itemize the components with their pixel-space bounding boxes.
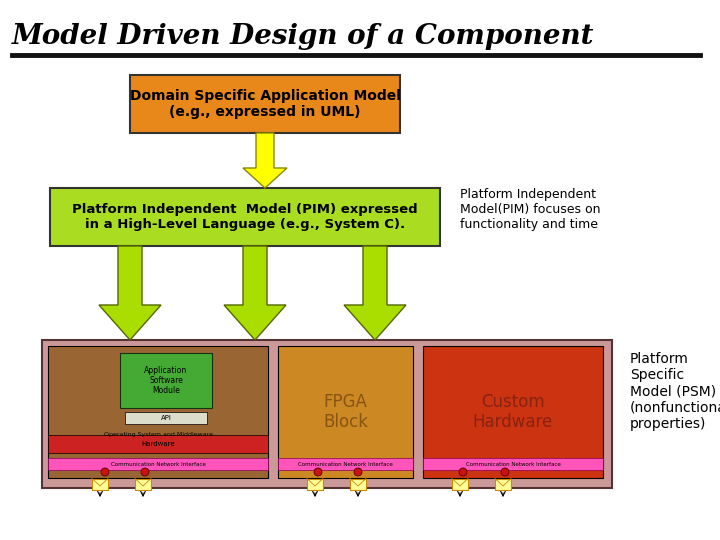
FancyArrow shape	[99, 246, 161, 340]
FancyBboxPatch shape	[48, 435, 268, 453]
Circle shape	[101, 468, 109, 476]
FancyBboxPatch shape	[125, 412, 207, 424]
Text: Platform Independent  Model (PIM) expressed
in a High-Level Language (e.g., Syst: Platform Independent Model (PIM) express…	[72, 203, 418, 231]
FancyBboxPatch shape	[48, 458, 268, 470]
FancyBboxPatch shape	[278, 346, 413, 478]
FancyBboxPatch shape	[42, 340, 612, 488]
Text: Platform
Specific
Model (PSM)
(nonfunctional
properties): Platform Specific Model (PSM) (nonfuncti…	[630, 352, 720, 431]
Circle shape	[501, 468, 509, 476]
Circle shape	[354, 468, 362, 476]
Text: Communication Network Interface: Communication Network Interface	[111, 462, 205, 467]
FancyArrow shape	[224, 246, 286, 340]
FancyBboxPatch shape	[423, 458, 603, 470]
Text: Hardware: Hardware	[141, 441, 175, 447]
FancyBboxPatch shape	[307, 478, 323, 489]
FancyBboxPatch shape	[452, 478, 468, 489]
FancyBboxPatch shape	[350, 478, 366, 489]
FancyBboxPatch shape	[48, 346, 268, 478]
FancyBboxPatch shape	[135, 478, 151, 489]
Text: API: API	[161, 415, 171, 421]
Text: Communication Network Interface: Communication Network Interface	[298, 462, 393, 467]
Text: FPGA
Block: FPGA Block	[323, 393, 368, 431]
Text: Domain Specific Application Model
(e.g., expressed in UML): Domain Specific Application Model (e.g.,…	[130, 89, 400, 119]
Text: Platform Independent
Model(PIM) focuses on
functionality and time: Platform Independent Model(PIM) focuses …	[460, 188, 600, 231]
FancyBboxPatch shape	[423, 346, 603, 478]
FancyArrow shape	[243, 133, 287, 188]
Circle shape	[459, 468, 467, 476]
Circle shape	[314, 468, 322, 476]
Text: Operating System and Middleware: Operating System and Middleware	[104, 432, 212, 437]
FancyBboxPatch shape	[92, 478, 108, 489]
FancyArrow shape	[344, 246, 406, 340]
Text: Model Driven Design of a Component: Model Driven Design of a Component	[12, 23, 595, 50]
Text: Application
Software
Module: Application Software Module	[145, 366, 188, 395]
FancyBboxPatch shape	[278, 458, 413, 470]
Text: Custom
Hardware: Custom Hardware	[473, 393, 553, 431]
Circle shape	[141, 468, 149, 476]
Text: Communication Network Interface: Communication Network Interface	[466, 462, 560, 467]
FancyBboxPatch shape	[120, 353, 212, 408]
FancyBboxPatch shape	[130, 75, 400, 133]
FancyBboxPatch shape	[50, 188, 440, 246]
FancyBboxPatch shape	[495, 478, 511, 489]
